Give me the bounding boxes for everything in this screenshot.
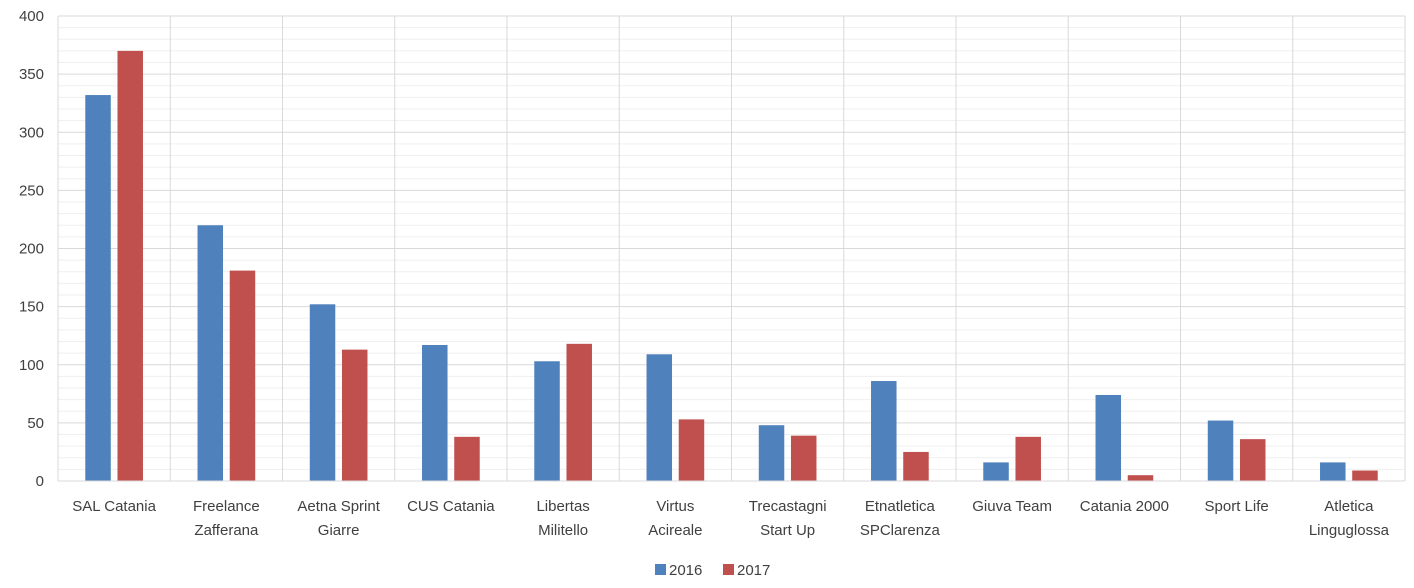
category-label-line: CUS Catania [407,498,495,515]
legend: 2016 2017 [655,562,770,579]
category-label-line: Catania 2000 [1080,498,1169,515]
category-label: Freelance Zafferana [193,498,260,539]
bar-2016 [197,225,224,481]
bar-2017 [566,343,592,481]
category-label-line: Acireale [648,522,702,539]
category-label-line: Aetna Sprint [297,498,380,515]
category-label-line: Giarre [318,522,360,539]
bar-2017 [790,435,817,481]
category-label-line: Etnatletica [865,498,936,515]
category-label-line: Giuva Team [972,498,1052,515]
y-axis: 0 50 100 150 200 250 300 350 400 [19,8,44,490]
y-tick-label: 200 [19,241,44,258]
category-label: Etnatletica SPClarenza [860,498,941,539]
legend-swatch-2016 [655,564,666,575]
category-label-line: SAL Catania [72,498,156,515]
bar-2016 [758,425,785,481]
bar-2016 [871,381,897,481]
x-axis: SAL Catania Freelance Zafferana Aetna Sprin… [58,480,1405,539]
bar-2017 [1015,436,1041,481]
bars [85,50,1378,482]
bar-2017 [903,451,929,481]
category-label: SAL Catania [72,498,156,515]
bar-2016 [309,304,336,481]
y-tick-label: 350 [19,66,44,83]
bar-2017 [454,436,480,481]
bar-2017 [678,419,705,481]
category-label-line: Libertas [536,498,589,515]
y-tick-label: 400 [19,8,44,25]
y-tick-label: 0 [36,473,44,490]
bar-2016 [534,361,560,481]
category-label-line: SPClarenza [860,522,941,539]
category-label: Virtus Acireale [648,498,702,539]
category-label: CUS Catania [407,498,495,515]
category-label-line: Militello [538,522,588,539]
bar-2016 [1095,394,1122,481]
y-tick-label: 100 [19,357,44,374]
y-tick-label: 150 [19,299,44,316]
bar-2017 [1127,475,1154,481]
category-label: Sport Life [1205,498,1269,515]
bar-2017 [229,270,256,481]
legend-swatch-2017 [723,564,734,575]
grid [57,15,1406,482]
bar-2017 [117,50,143,481]
bar-2016 [983,462,1009,481]
category-label-line: Freelance [193,498,260,515]
category-label-line: Linguglossa [1309,522,1390,539]
bar-2016 [646,354,673,481]
category-label: Catania 2000 [1080,498,1169,515]
category-label-line: Sport Life [1205,498,1269,515]
category-label: Giuva Team [972,498,1052,515]
category-label: Atletica Linguglossa [1309,498,1390,539]
bar-2016 [1320,462,1346,481]
bar-2017 [1239,439,1266,481]
category-label-line: Trecastagni [749,498,827,515]
legend-label: 2016 [669,562,702,579]
category-label: Libertas Militello [536,498,589,539]
bar-2017 [1352,470,1378,481]
category-label-line: Start Up [760,522,815,539]
bar-2016 [1207,420,1234,481]
y-tick-label: 50 [27,415,44,432]
category-label: Trecastagni Start Up [749,498,827,539]
category-label-line: Zafferana [194,522,259,539]
category-label: Aetna Sprint Giarre [297,498,380,539]
y-tick-label: 300 [19,124,44,141]
legend-label: 2017 [737,562,770,579]
category-label-line: Atletica [1324,498,1374,515]
bar-2017 [341,349,368,481]
category-label-line: Virtus [656,498,694,515]
y-tick-label: 250 [19,182,44,199]
bar-2016 [85,95,111,482]
bar-2016 [422,344,448,481]
